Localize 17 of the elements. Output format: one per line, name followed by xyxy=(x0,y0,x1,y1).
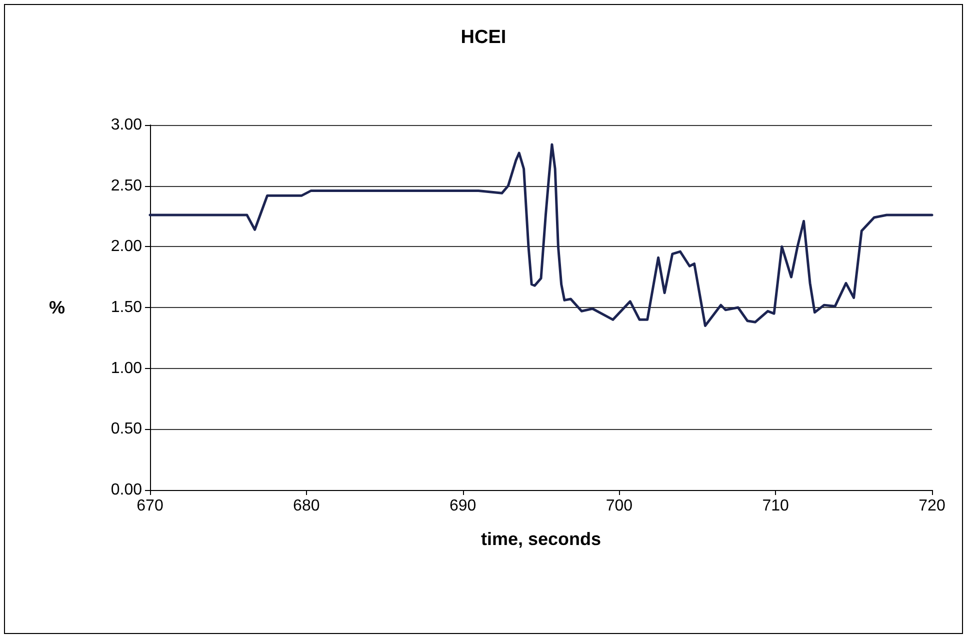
x-tick-label: 690 xyxy=(449,498,476,514)
x-tick-label: 710 xyxy=(762,498,790,514)
chart-title: HCEI xyxy=(460,27,506,48)
y-axis-title: % xyxy=(48,298,65,318)
y-tick-label: 1.50 xyxy=(110,299,142,316)
y-tick-label: 2.00 xyxy=(110,238,142,256)
y-tick-label: 3.00 xyxy=(110,116,142,134)
x-tick-label: 670 xyxy=(136,498,164,514)
y-tick-label: 2.50 xyxy=(110,177,142,194)
y-tick-label: 0.00 xyxy=(110,482,142,498)
y-tick-label: 0.50 xyxy=(110,420,142,438)
x-tick-label: 700 xyxy=(606,498,633,514)
y-tick-label: 1.00 xyxy=(110,360,142,377)
x-tick-label: 720 xyxy=(918,498,946,514)
line-series xyxy=(148,143,934,327)
x-axis-title: time, seconds xyxy=(480,529,602,549)
x-tick-label: 680 xyxy=(293,498,320,514)
